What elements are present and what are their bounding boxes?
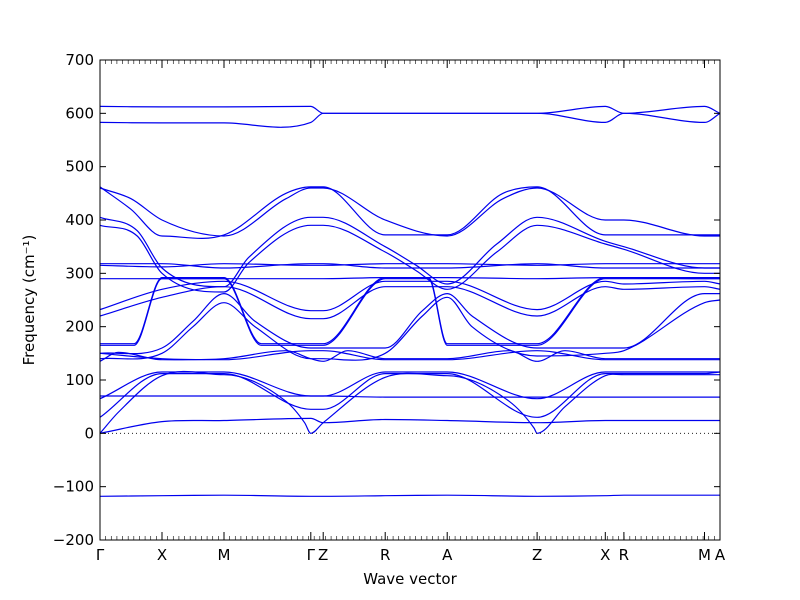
band-line-6 <box>99 395 720 398</box>
x-tick-label: R <box>380 546 390 564</box>
x-tick-label: A <box>715 546 726 564</box>
x-tick-label: X <box>157 546 167 564</box>
x-tick-label: Γ <box>307 546 316 564</box>
y-tick-label: 400 <box>65 211 94 229</box>
band-line-3 <box>99 370 720 434</box>
y-tick-labels: −200 −100 0 100 200 300 400 500 600 700 <box>53 51 94 549</box>
band-line-4 <box>99 371 721 418</box>
x-tick-label: R <box>619 546 629 564</box>
y-tick-label: −100 <box>53 478 94 496</box>
x-tick-label: A <box>442 546 453 564</box>
band-line-11 <box>99 296 721 361</box>
band-line-19 <box>99 216 720 288</box>
y-tick-label: 0 <box>84 424 94 442</box>
y-tick-label: 600 <box>65 104 94 122</box>
band-line-10 <box>100 277 720 345</box>
y-tick-label: 700 <box>65 51 94 69</box>
x-tick-label: Z <box>318 546 328 564</box>
band-line-20 <box>99 187 720 237</box>
band-line-2 <box>99 417 720 434</box>
x-axis-label: Wave vector <box>363 570 457 588</box>
band-line-5 <box>99 371 720 400</box>
axis-ticks <box>99 59 721 541</box>
band-line-23 <box>99 105 721 114</box>
x-tick-label: Z <box>532 546 542 564</box>
band-line-17 <box>99 263 720 269</box>
band-line-16 <box>99 263 720 268</box>
y-tick-label: 200 <box>65 318 94 336</box>
y-axis-label: Frequency (cm⁻¹) <box>20 235 38 366</box>
y-tick-label: 100 <box>65 371 94 389</box>
band-line-1 <box>99 494 720 497</box>
x-tick-label: M <box>218 546 231 564</box>
x-tick-label: Γ <box>96 546 105 564</box>
band-line-12 <box>99 292 720 355</box>
band-line-21 <box>99 186 720 239</box>
y-tick-label: −200 <box>53 531 94 549</box>
band-line-18 <box>99 224 720 293</box>
band-line-22 <box>99 112 721 128</box>
band-line-8 <box>99 350 720 361</box>
y-tick-label: 300 <box>65 264 94 282</box>
band-line-15 <box>99 277 720 280</box>
band-line-13 <box>99 286 721 320</box>
band-lines <box>99 105 721 497</box>
x-tick-label: X <box>600 546 610 564</box>
plot-frame <box>99 59 721 541</box>
x-tick-label: M <box>698 546 711 564</box>
band-line-14 <box>99 280 721 312</box>
y-tick-label: 500 <box>65 158 94 176</box>
